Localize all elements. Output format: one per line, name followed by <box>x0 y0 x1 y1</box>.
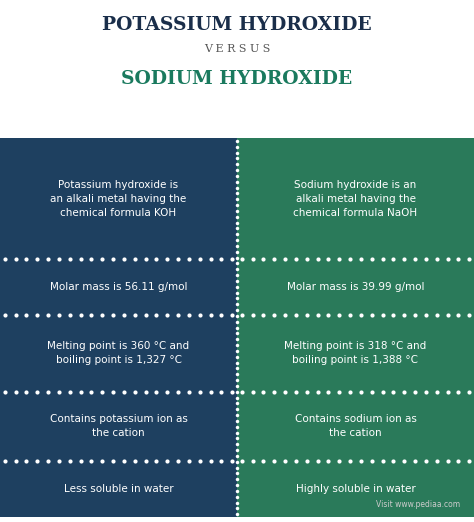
Text: Potassium hydroxide is
an alkali metal having the
chemical formula KOH: Potassium hydroxide is an alkali metal h… <box>50 180 187 218</box>
Bar <box>237 138 474 259</box>
Text: Sodium hydroxide is an
alkali metal having the
chemical formula NaOH: Sodium hydroxide is an alkali metal havi… <box>293 180 418 218</box>
Bar <box>0 392 237 461</box>
Text: Less soluble in water: Less soluble in water <box>64 484 173 494</box>
Bar <box>0 461 237 517</box>
Text: V E R S U S: V E R S U S <box>204 44 270 54</box>
Bar <box>237 392 474 461</box>
Bar <box>237 315 474 392</box>
Text: POTASSIUM HYDROXIDE: POTASSIUM HYDROXIDE <box>102 16 372 33</box>
Text: Melting point is 360 °C and
boiling point is 1,327 °C: Melting point is 360 °C and boiling poin… <box>47 341 190 365</box>
Bar <box>0 138 237 259</box>
Bar <box>0 259 237 315</box>
Bar <box>237 461 474 517</box>
Text: SODIUM HYDROXIDE: SODIUM HYDROXIDE <box>121 70 353 88</box>
Bar <box>0 315 237 392</box>
Text: Visit www.pediaa.com: Visit www.pediaa.com <box>376 500 460 509</box>
Text: Contains potassium ion as
the cation: Contains potassium ion as the cation <box>50 414 187 438</box>
Text: Molar mass is 56.11 g/mol: Molar mass is 56.11 g/mol <box>50 282 187 292</box>
Bar <box>237 259 474 315</box>
Text: Highly soluble in water: Highly soluble in water <box>296 484 415 494</box>
Text: Melting point is 318 °C and
boiling point is 1,388 °C: Melting point is 318 °C and boiling poin… <box>284 341 427 365</box>
Text: Contains sodium ion as
the cation: Contains sodium ion as the cation <box>294 414 417 438</box>
Text: Molar mass is 39.99 g/mol: Molar mass is 39.99 g/mol <box>287 282 424 292</box>
